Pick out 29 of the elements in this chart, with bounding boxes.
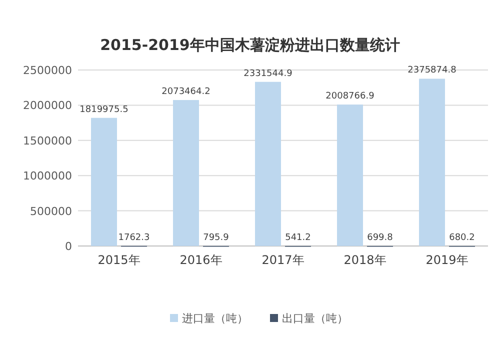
legend-label: 出口量（吨） <box>282 312 348 325</box>
data-label: 1762.3 <box>118 232 150 243</box>
data-label: 795.9 <box>203 232 230 243</box>
data-label: 1819975.5 <box>80 104 128 115</box>
data-label: 541.2 <box>285 232 311 243</box>
y-tick-label: 2500000 <box>23 64 72 77</box>
data-label: 699.8 <box>367 232 394 243</box>
legend-label: 进口量（吨） <box>182 312 248 325</box>
bar <box>255 82 281 246</box>
x-tick-label: 2018年 <box>344 253 386 267</box>
x-tick-label: 2015年 <box>98 253 140 267</box>
x-tick-label: 2016年 <box>180 253 222 267</box>
x-tick-label: 2017年 <box>262 253 304 267</box>
bar <box>419 78 445 246</box>
data-label: 2008766.9 <box>326 92 375 102</box>
y-tick-label: 1500000 <box>23 134 72 148</box>
data-label: 2375874.8 <box>408 66 457 76</box>
x-tick-label: 2019年 <box>426 253 468 267</box>
bar <box>173 100 199 246</box>
data-label: 680.2 <box>449 232 475 243</box>
y-tick-label: 1000000 <box>23 170 72 183</box>
y-tick-label: 2000000 <box>23 99 72 112</box>
data-label: 2073464.2 <box>162 87 210 98</box>
data-label: 2331544.9 <box>244 68 293 79</box>
y-tick-label: 500000 <box>30 204 72 218</box>
bar <box>337 104 363 246</box>
chart-title: 2015-2019年中国木薯淀粉进出口数量统计 <box>100 36 400 54</box>
bar <box>91 118 117 246</box>
y-tick-label: 0 <box>65 240 72 253</box>
